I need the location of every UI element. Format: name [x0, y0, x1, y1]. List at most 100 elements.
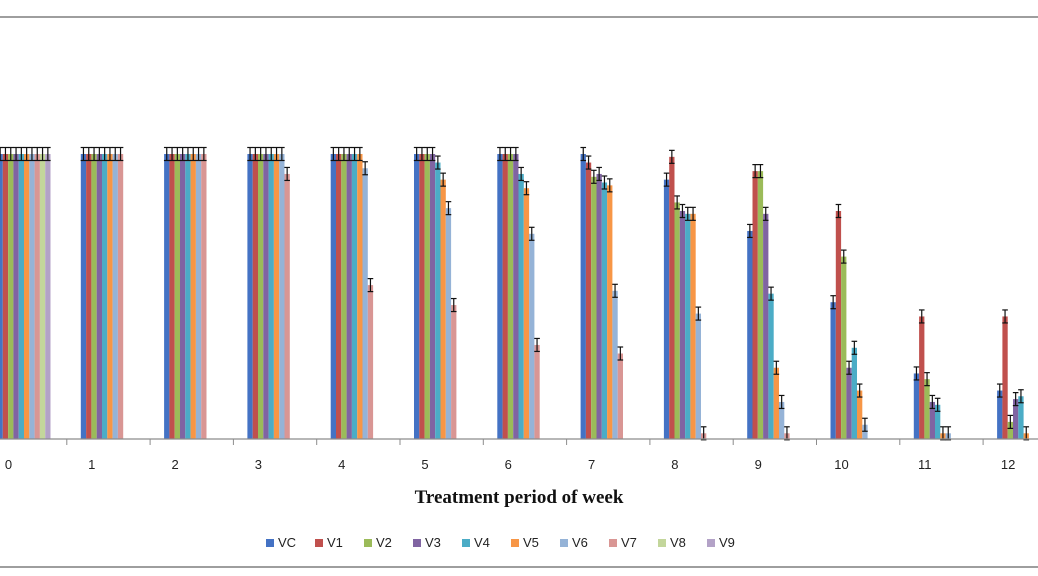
error-bar-V1-week-3 — [252, 146, 259, 162]
error-bar-V6-week-1 — [112, 146, 119, 162]
bar-V3-week-11 — [929, 401, 935, 439]
legend-label: V6 — [572, 535, 588, 550]
error-bar-V3-week-5 — [429, 146, 436, 162]
bar-V7-week-4 — [367, 285, 374, 439]
error-bar-V3-week-1 — [96, 146, 103, 162]
error-bar-V5-week-9 — [773, 360, 780, 375]
bar-V2-week-4 — [341, 154, 347, 439]
error-bar-V1-week-11 — [918, 309, 925, 324]
error-bar-V4-week-9 — [768, 286, 774, 301]
legend-label: V1 — [327, 535, 343, 550]
error-bar-V2-week-10 — [840, 249, 847, 264]
bar-V3-week-0 — [13, 154, 19, 439]
error-bar-V4-week-4 — [351, 146, 358, 162]
error-bar-VC-week-4 — [330, 146, 337, 162]
bar-V3-week-9 — [763, 213, 769, 439]
error-bar-V4-week-1 — [101, 146, 108, 162]
legend-label: V7 — [621, 535, 637, 550]
error-bar-V6-week-2 — [195, 146, 202, 162]
bar-V2-week-0 — [8, 154, 14, 439]
error-bar-V1-week-2 — [169, 146, 175, 162]
error-bar-V1-week-0 — [2, 146, 9, 162]
bar-V7-week-5 — [451, 305, 457, 439]
error-bar-V1-week-5 — [419, 146, 425, 162]
bar-V2-week-1 — [91, 154, 97, 439]
bar-VC-week-2 — [164, 154, 170, 439]
bar-V3-week-1 — [96, 154, 102, 439]
bar-V1-week-6 — [502, 154, 508, 439]
error-bar-V5-week-0 — [23, 146, 30, 162]
bar-V2-week-12 — [1007, 421, 1013, 439]
legend-swatch — [560, 539, 568, 547]
bar-V6-week-7 — [612, 290, 618, 439]
x-tick-label-2: 2 — [171, 457, 178, 472]
error-bar-V4-week-2 — [185, 146, 191, 162]
bar-V3-week-8 — [679, 211, 686, 439]
error-bar-VC-week-9 — [747, 223, 753, 239]
bar-V4-week-10 — [851, 347, 857, 439]
bar-V3-week-10 — [846, 367, 852, 439]
error-bar-VC-week-0 — [0, 146, 3, 162]
bars-group — [0, 154, 1029, 440]
legend-label: V8 — [670, 535, 686, 550]
error-bar-V2-week-11 — [924, 372, 930, 387]
bar-V3-week-6 — [513, 154, 519, 439]
error-bar-V7-week-0 — [34, 146, 41, 162]
bar-VC-week-10 — [830, 302, 836, 439]
bar-V4-week-5 — [435, 162, 441, 440]
bar-V2-week-3 — [258, 154, 264, 439]
error-bar-VC-week-3 — [247, 146, 253, 162]
x-tick-label-3: 3 — [255, 457, 262, 472]
error-bar-V5-week-5 — [440, 172, 446, 187]
error-bar-V9-week-0 — [45, 146, 51, 162]
bar-V1-week-3 — [252, 154, 258, 439]
bar-V1-week-11 — [919, 316, 925, 439]
error-bar-V6-week-11 — [945, 426, 952, 441]
bar-VC-week-9 — [747, 230, 753, 439]
legend: VC V1 V2 V3 V4 V5 V6 V7 V8 V9 — [266, 535, 735, 550]
legend-label: V9 — [719, 535, 735, 550]
bar-V1-week-1 — [86, 154, 92, 439]
legend-item-V2: V2 — [364, 535, 392, 550]
bar-V4-week-0 — [18, 154, 24, 439]
error-bar-V3-week-12 — [1012, 392, 1019, 407]
error-bar-V2-week-12 — [1007, 414, 1014, 429]
error-bar-V3-week-6 — [513, 146, 519, 162]
error-bar-VC-week-7 — [580, 146, 587, 162]
bar-V2-week-9 — [757, 171, 764, 439]
bar-V3-week-7 — [596, 173, 602, 439]
error-bar-V7-week-7 — [617, 346, 624, 361]
error-bar-V3-week-3 — [263, 146, 269, 162]
bar-VC-week-11 — [913, 373, 920, 439]
x-tick-labels: 0 1 2 3 4 5 6 7 8 9 10 11 12 — [5, 439, 1015, 472]
x-axis-title: Treatment period of week — [415, 487, 624, 508]
error-bar-VC-week-10 — [830, 295, 836, 310]
bar-V6-week-0 — [29, 154, 35, 439]
error-bar-V4-week-7 — [601, 175, 608, 190]
error-bar-V6-week-5 — [445, 201, 452, 216]
error-bar-V4-week-11 — [934, 397, 941, 412]
bar-V5-week-6 — [523, 188, 530, 439]
legend-label: V2 — [376, 535, 392, 550]
legend-item-VC: VC — [266, 535, 296, 550]
error-bar-V2-week-0 — [7, 146, 14, 162]
error-bar-V5-week-8 — [690, 206, 696, 221]
error-bar-V5-week-6 — [523, 181, 530, 196]
error-bar-V1-week-6 — [502, 146, 509, 162]
error-bar-V1-week-1 — [85, 146, 92, 162]
error-bar-V5-week-3 — [273, 146, 280, 162]
bar-V7-week-7 — [617, 353, 623, 439]
error-bar-V1-week-10 — [835, 203, 842, 219]
error-bar-V5-week-7 — [606, 178, 613, 193]
bar-V7-week-0 — [34, 154, 40, 439]
legend-label: V4 — [474, 535, 490, 550]
bar-V5-week-1 — [107, 154, 113, 439]
error-bar-V7-week-4 — [367, 278, 374, 293]
error-bar-V6-week-9 — [778, 394, 785, 410]
error-bar-V3-week-10 — [846, 360, 852, 375]
error-bar-V3-week-7 — [596, 166, 602, 182]
bar-V1-week-10 — [835, 211, 842, 439]
bar-V6-week-9 — [779, 401, 785, 439]
bar-V4-week-6 — [518, 173, 524, 439]
legend-item-V6: V6 — [560, 535, 588, 550]
